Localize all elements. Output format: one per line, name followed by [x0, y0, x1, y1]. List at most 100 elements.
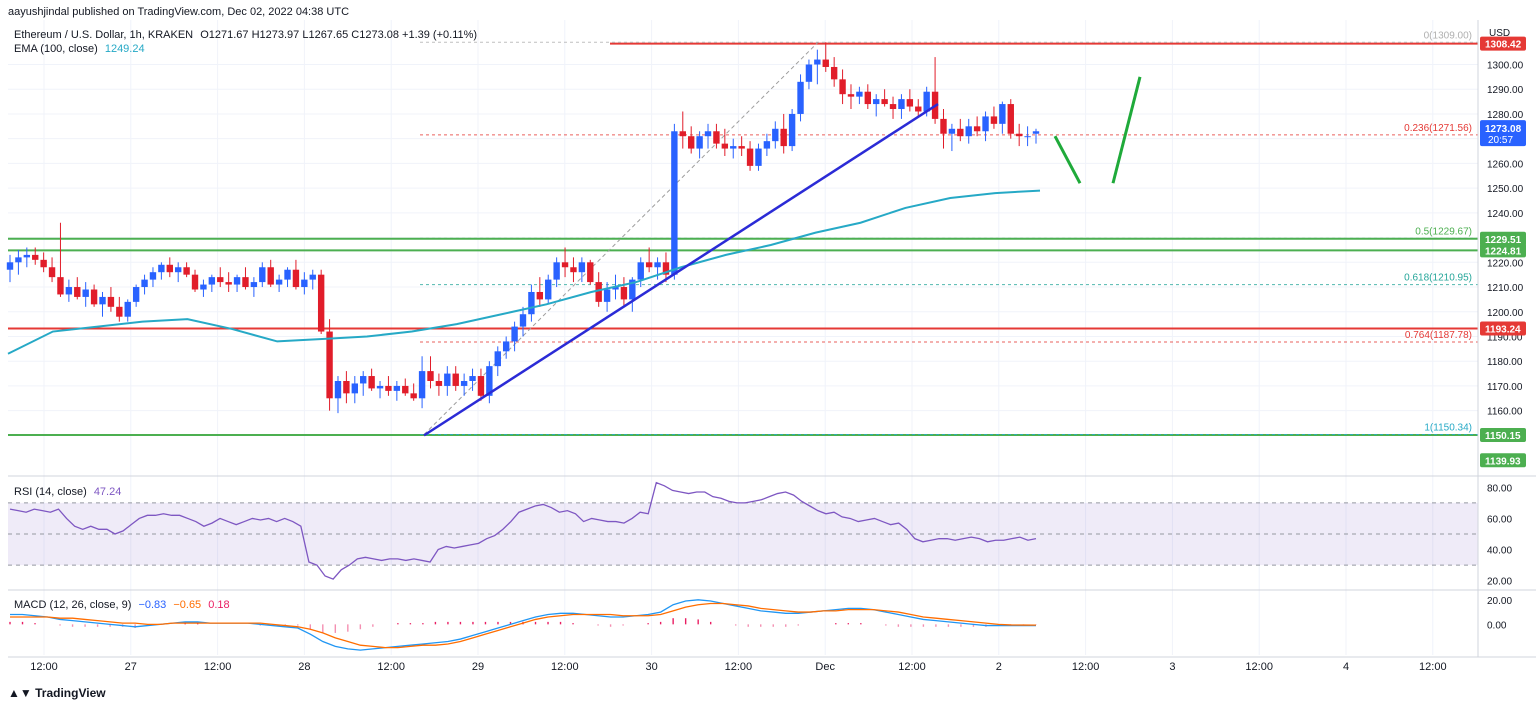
- candle: [873, 94, 880, 117]
- candle-body: [65, 287, 73, 295]
- macd-tick-label: 0.00: [1487, 620, 1507, 631]
- ema-value: 1249.24: [104, 43, 145, 55]
- last-price-label: 1273.08: [1485, 124, 1522, 135]
- candle-body: [553, 262, 560, 280]
- candle: [334, 376, 342, 414]
- y-tick-label: 1180.00: [1487, 357, 1523, 368]
- candle-body: [284, 269, 291, 280]
- candle: [250, 277, 258, 297]
- candle-body: [317, 274, 325, 332]
- y-tick-label: 1190.00: [1487, 332, 1523, 343]
- candle: [511, 321, 518, 352]
- candle-body: [502, 341, 510, 352]
- candle: [360, 371, 367, 396]
- candle-body: [570, 267, 577, 273]
- candle: [788, 109, 796, 152]
- candle-body: [864, 91, 871, 105]
- candle: [149, 267, 157, 288]
- candle: [822, 42, 829, 72]
- x-tick-label: 3: [1169, 661, 1175, 673]
- candle: [90, 284, 98, 307]
- fib-level-label: 0.764(1187.78): [1405, 330, 1472, 341]
- candle-body: [15, 257, 22, 263]
- candle-body: [200, 284, 207, 290]
- x-tick-label: 4: [1343, 661, 1349, 673]
- candle-body: [351, 383, 358, 394]
- candle-body: [393, 385, 401, 391]
- candle: [124, 299, 131, 322]
- x-tick-label: 12:00: [377, 661, 405, 673]
- candle: [376, 380, 384, 399]
- ema-label: EMA (100, close): [14, 43, 98, 55]
- candle: [158, 262, 165, 280]
- macd-label: MACD (12, 26, close, 9): [14, 599, 132, 611]
- candle-body: [730, 146, 737, 149]
- y-tick-label: 1250.00: [1487, 184, 1524, 195]
- candle: [570, 257, 577, 283]
- candle: [603, 282, 611, 312]
- candle-body: [906, 99, 914, 107]
- candle-body: [940, 118, 947, 134]
- candle: [553, 257, 560, 288]
- candle-body: [780, 128, 787, 147]
- candle: [217, 267, 224, 288]
- candle: [259, 262, 266, 288]
- candle-body: [654, 262, 661, 268]
- candle: [545, 274, 552, 305]
- candle-body: [822, 59, 829, 67]
- candle: [292, 259, 300, 290]
- candle-body: [830, 66, 838, 80]
- candle-body: [545, 279, 552, 300]
- x-tick-label: 12:00: [1245, 661, 1273, 673]
- candle-body: [410, 393, 417, 399]
- candle: [620, 277, 628, 307]
- candle: [402, 378, 409, 396]
- candle-body: [603, 289, 611, 302]
- candle-body: [191, 274, 199, 290]
- candle-body: [797, 81, 804, 114]
- price-tag-box: [1480, 243, 1526, 258]
- candle: [814, 49, 821, 85]
- candle-body: [334, 380, 342, 399]
- candle-body: [873, 99, 880, 105]
- candle-body: [402, 385, 409, 394]
- candle: [730, 138, 737, 159]
- price-tag-label: 1229.51: [1485, 235, 1522, 246]
- candle-body: [469, 376, 476, 381]
- candle: [317, 269, 325, 335]
- candle-body: [721, 143, 729, 149]
- trend-line: [423, 103, 939, 437]
- candle: [444, 366, 451, 396]
- candle-body: [326, 331, 333, 399]
- macd-line: [10, 599, 1036, 651]
- candle: [57, 222, 64, 297]
- candle: [881, 89, 888, 107]
- x-tick-label: 12:00: [204, 661, 232, 673]
- candle-body: [948, 128, 956, 134]
- candle: [326, 319, 333, 411]
- candle: [746, 141, 754, 171]
- candle: [536, 277, 544, 307]
- candle-body: [923, 91, 930, 112]
- candle-body: [259, 267, 266, 283]
- candle: [368, 368, 375, 391]
- candle-body: [856, 91, 863, 97]
- candle-body: [528, 291, 535, 315]
- rsi-label: RSI (14, close): [14, 486, 87, 498]
- rsi-line: [9, 481, 1037, 580]
- candle-body: [738, 146, 745, 149]
- candle: [191, 269, 199, 292]
- fib-level-label: 0.5(1229.67): [1415, 226, 1472, 237]
- candle: [175, 262, 182, 283]
- candle-body: [225, 282, 232, 285]
- symbol-name: Ethereum / U.S. Dollar, 1h, KRAKEN: [14, 29, 194, 41]
- candle: [351, 376, 358, 404]
- candle: [999, 101, 1006, 134]
- candle: [116, 296, 123, 322]
- candle: [957, 118, 964, 142]
- price-tag-label: 1193.24: [1485, 324, 1521, 335]
- candle-body: [511, 326, 518, 342]
- price-tag-box: [1480, 36, 1526, 51]
- candle: [561, 247, 569, 278]
